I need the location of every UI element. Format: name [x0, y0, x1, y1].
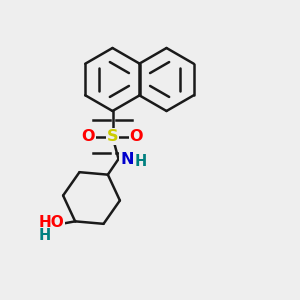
- Text: S: S: [107, 129, 118, 144]
- Text: N: N: [120, 152, 134, 166]
- Text: O: O: [130, 129, 143, 144]
- Text: HO: HO: [38, 215, 64, 230]
- Text: O: O: [82, 129, 95, 144]
- Text: H: H: [39, 228, 51, 243]
- Text: H: H: [135, 154, 147, 169]
